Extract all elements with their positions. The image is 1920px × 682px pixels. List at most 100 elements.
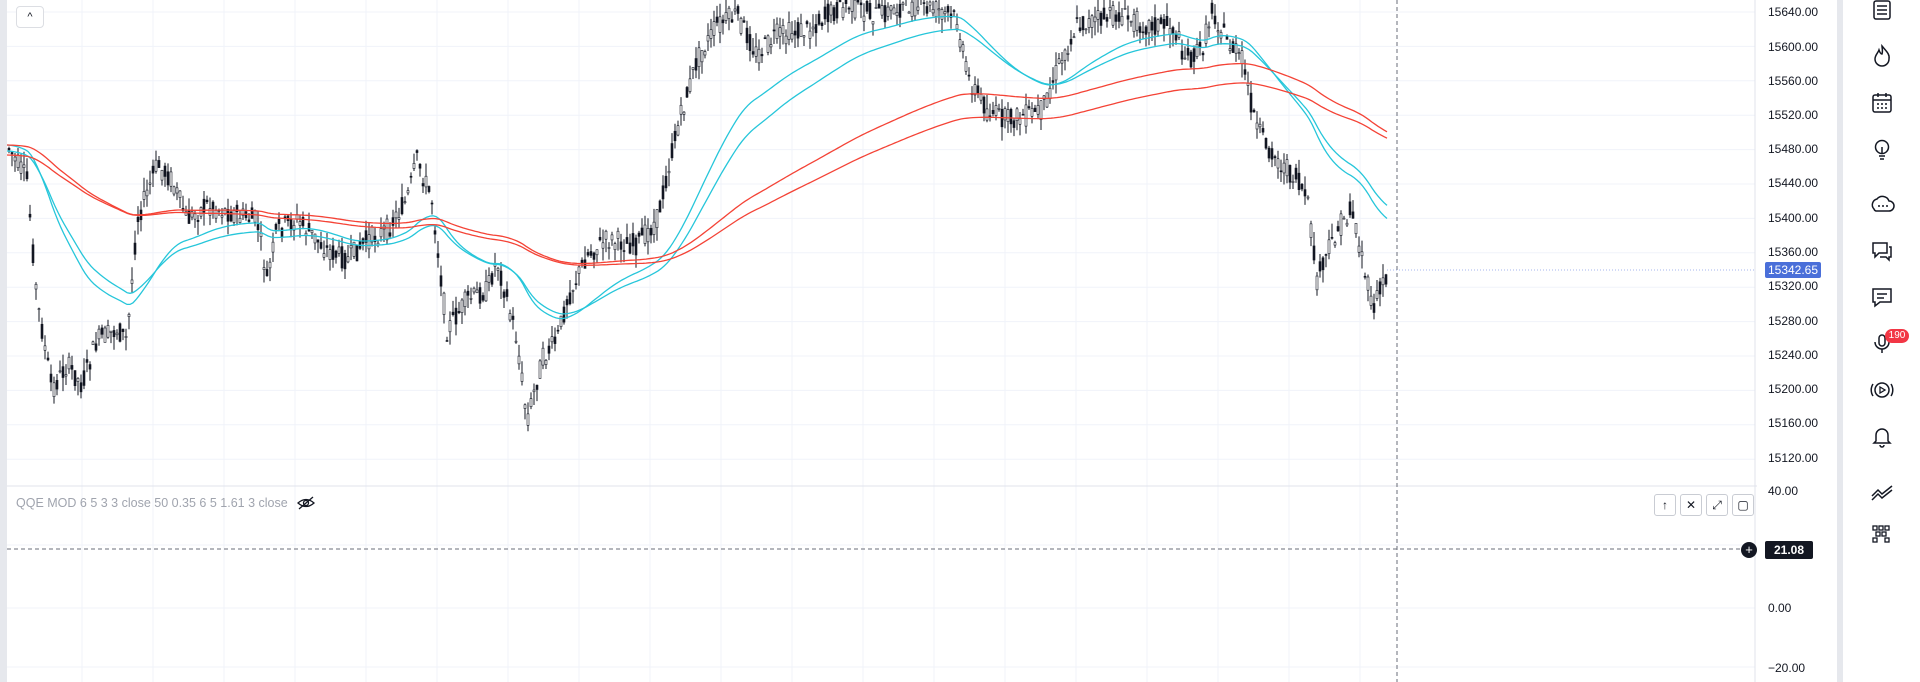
- candle-body: [1234, 43, 1238, 54]
- candle-body: [433, 230, 437, 235]
- candle-body: [691, 67, 695, 70]
- notes-icon[interactable]: [1843, 279, 1920, 315]
- streams-icon[interactable]: 190: [1843, 325, 1920, 361]
- candle-body: [1213, 15, 1217, 25]
- candle-body: [1015, 108, 1019, 121]
- candle-body: [1174, 34, 1178, 41]
- candle-body: [805, 21, 809, 25]
- candle-body: [712, 21, 716, 36]
- candle-body: [1123, 8, 1127, 10]
- candle-body: [754, 46, 758, 57]
- price-axis-label: 15520.00: [1768, 108, 1819, 122]
- watchlist-icon[interactable]: [1843, 0, 1920, 28]
- alerts-icon[interactable]: [1843, 418, 1920, 454]
- ideas-icon[interactable]: [1843, 131, 1920, 167]
- candle-body: [898, 3, 902, 18]
- candle-body: [43, 345, 47, 351]
- candle-body: [28, 213, 32, 218]
- object-tree-icon[interactable]: [1843, 516, 1920, 552]
- candle-body: [532, 389, 536, 393]
- candle-body: [1018, 118, 1022, 125]
- candle-body: [868, 3, 872, 19]
- candle-body: [130, 279, 134, 284]
- calendar-icon[interactable]: [1843, 85, 1920, 121]
- maximize-pane-button[interactable]: ▢: [1732, 494, 1754, 516]
- chart-canvas[interactable]: [7, 0, 1767, 682]
- candle-body: [331, 245, 335, 260]
- chat-icon[interactable]: [1843, 187, 1920, 223]
- candle-body: [931, 9, 935, 14]
- price-axis-label: 15120.00: [1768, 451, 1819, 465]
- candle-body: [1153, 17, 1157, 35]
- candle-body: [208, 208, 212, 216]
- candle-body: [1096, 10, 1100, 20]
- add-plus-button[interactable]: +: [1741, 542, 1757, 558]
- candle-body: [952, 10, 956, 12]
- move-pane-up-button[interactable]: ↑: [1654, 494, 1676, 516]
- candle-body: [628, 242, 632, 254]
- candle-body: [859, 2, 863, 6]
- candle-body: [877, 3, 881, 9]
- candle-body: [592, 252, 596, 260]
- left-panel-border: [0, 0, 7, 682]
- candle-body: [103, 327, 107, 343]
- candle-body: [967, 74, 971, 77]
- candle-body: [745, 27, 749, 44]
- candle-body: [1189, 51, 1193, 68]
- candle-body: [1156, 19, 1160, 32]
- candle-body: [733, 8, 737, 12]
- remove-pane-button[interactable]: ✕: [1680, 494, 1702, 516]
- candle-body: [271, 241, 275, 253]
- candle-body: [814, 24, 818, 34]
- candle-body: [1186, 48, 1190, 56]
- candle-body: [715, 16, 719, 23]
- candle-body: [328, 249, 332, 260]
- collapse-pane-button[interactable]: ⤢: [1706, 494, 1728, 516]
- candle-body: [784, 35, 788, 45]
- candle-body: [166, 171, 170, 186]
- candle-body: [1051, 80, 1055, 83]
- candle-body: [346, 256, 350, 263]
- candle-body: [112, 330, 116, 338]
- candle-body: [1339, 213, 1343, 236]
- candle-body: [265, 269, 269, 277]
- hotlist-icon[interactable]: [1843, 38, 1920, 74]
- candle-body: [1303, 189, 1307, 197]
- live-icon[interactable]: [1843, 372, 1920, 408]
- candle-body: [163, 165, 167, 177]
- candle-body: [349, 244, 353, 249]
- candle-body: [1291, 180, 1295, 183]
- candle-body: [403, 201, 407, 203]
- candle-body: [307, 222, 311, 232]
- data-window-icon[interactable]: [1843, 474, 1920, 510]
- ema-slow-line: [7, 62, 1388, 265]
- hide-eye-icon[interactable]: [296, 496, 316, 510]
- candle-body: [1270, 148, 1274, 160]
- indicator-axis-label: 0.00: [1768, 601, 1792, 615]
- candle-body: [223, 208, 227, 214]
- candle-body: [1045, 92, 1049, 108]
- collapse-toolbar-button[interactable]: ^: [16, 6, 44, 28]
- candle-body: [490, 273, 494, 285]
- indicator-legend[interactable]: QQE MOD 6 5 3 3 close 50 0.35 6 5 1.61 3…: [16, 496, 316, 510]
- candle-body: [976, 85, 980, 94]
- candle-body: [1036, 105, 1040, 115]
- candle-body: [841, 7, 845, 18]
- candle-body: [262, 267, 266, 270]
- candle-body: [940, 9, 944, 20]
- discussion-icon[interactable]: [1843, 233, 1920, 269]
- candle-body: [1273, 156, 1277, 159]
- candle-body: [1279, 170, 1283, 173]
- candle-body: [256, 224, 260, 231]
- candle-body: [1378, 281, 1382, 295]
- candle-body: [457, 311, 461, 314]
- candle-body: [106, 325, 110, 338]
- candle-body: [1135, 11, 1139, 31]
- candle-body: [391, 217, 395, 226]
- candle-body: [553, 336, 557, 344]
- candle-body: [793, 30, 797, 36]
- candle-body: [673, 130, 677, 142]
- candle-body: [16, 154, 20, 169]
- candle-body: [685, 87, 689, 98]
- candle-body: [1267, 147, 1271, 159]
